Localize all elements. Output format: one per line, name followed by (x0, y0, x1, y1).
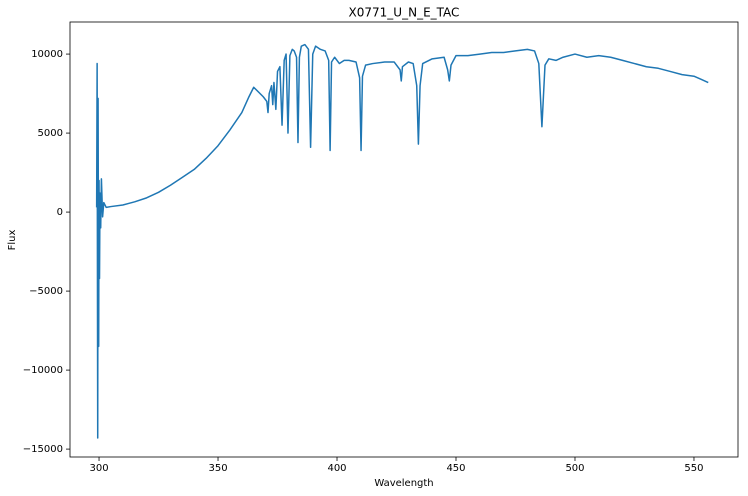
x-axis-label: Wavelength (374, 478, 433, 489)
y-axis-label: Flux (7, 230, 18, 251)
y-tick-label: −5000 (29, 286, 63, 297)
plot-frame (69, 21, 739, 458)
chart-title: X0771_U_N_E_TAC (349, 6, 460, 20)
x-tick-label: 400 (327, 463, 346, 474)
spectrum-line (95, 43, 709, 439)
x-tick-label: 300 (89, 463, 108, 474)
x-tick-label: 500 (565, 463, 584, 474)
y-tick-label: 10000 (31, 49, 63, 60)
x-tick-label: 550 (684, 463, 703, 474)
y-tick-label: 5000 (38, 128, 63, 139)
x-tick-label: 450 (446, 463, 465, 474)
y-tick-label: −15000 (23, 444, 63, 455)
y-tick-label: 0 (57, 207, 63, 218)
x-tick-label: 350 (208, 463, 227, 474)
y-tick-label: −10000 (23, 365, 63, 376)
